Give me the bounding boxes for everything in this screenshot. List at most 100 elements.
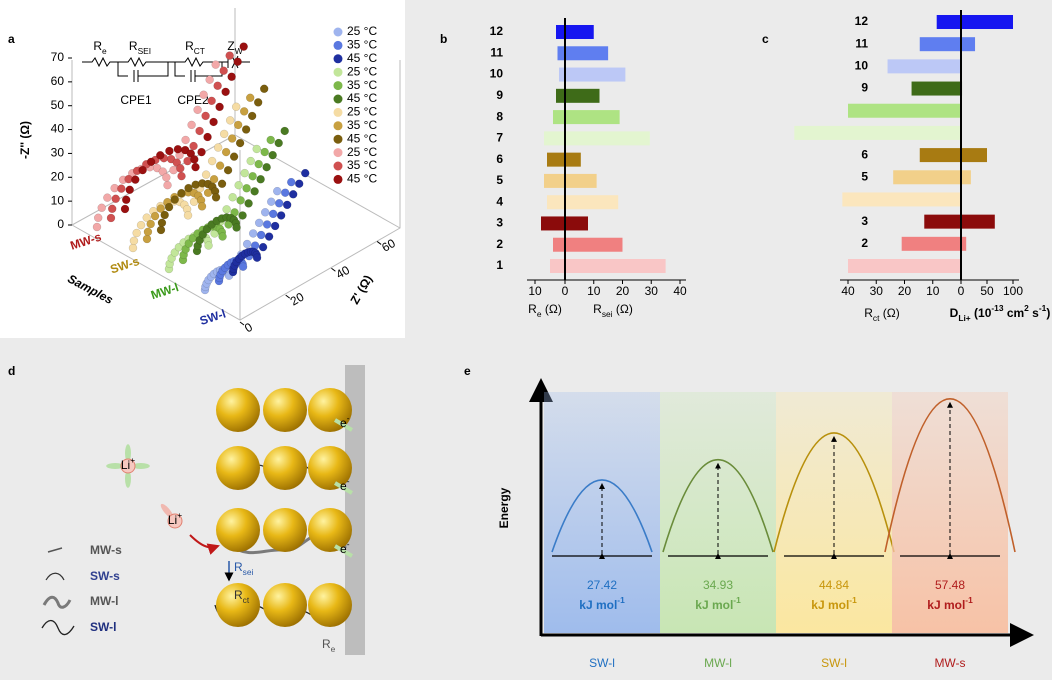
sphere-decor xyxy=(195,126,204,136)
sphere-decor xyxy=(203,132,212,142)
text-part: + xyxy=(130,455,135,465)
sphere-decor xyxy=(270,221,280,231)
y-tick-label: 6 xyxy=(496,152,503,166)
barrier-curve xyxy=(551,479,653,553)
legend-label: 35 °C xyxy=(347,158,377,172)
sphere-decor xyxy=(282,200,292,210)
z-tick-label: 50 xyxy=(51,98,65,112)
sphere-decor xyxy=(254,218,264,228)
text-part: 2 xyxy=(1024,303,1029,313)
bar xyxy=(565,173,597,188)
z-tick-label: 20 xyxy=(51,169,65,183)
sphere-decor xyxy=(97,203,106,213)
sphere-decor xyxy=(213,143,223,152)
z-tick-label: 40 xyxy=(51,122,65,136)
text-part: R xyxy=(93,39,102,53)
bar xyxy=(553,110,565,125)
bar xyxy=(544,131,565,146)
sphere-decor xyxy=(264,232,274,241)
particle xyxy=(308,583,352,627)
circuit-label: RSEI xyxy=(129,39,151,56)
text-part: Li xyxy=(168,513,177,527)
panel-a-box xyxy=(71,8,401,321)
x-axis-label: Rct (Ω) xyxy=(864,306,899,323)
x-tick-label: 40 xyxy=(334,263,353,282)
text-part: D xyxy=(950,306,959,320)
y-tick-label: 10 xyxy=(855,59,869,73)
electron-label: e- xyxy=(340,413,350,430)
barrier-curve xyxy=(884,398,1016,553)
sphere-decor xyxy=(221,147,231,157)
particle xyxy=(216,388,260,432)
bar xyxy=(556,25,565,39)
column-background xyxy=(776,392,892,633)
y-tick-label: 5 xyxy=(496,173,503,187)
ion-label: Li+ xyxy=(121,455,135,472)
text-part: + xyxy=(177,510,182,520)
sphere-decor xyxy=(240,168,249,178)
circuit-label: CPE1 xyxy=(120,93,152,107)
text-part: Li xyxy=(121,458,130,472)
sphere-decor xyxy=(93,213,103,223)
sphere-decor xyxy=(106,213,116,223)
panel-label: e xyxy=(464,364,471,378)
barrier-curve xyxy=(773,432,895,553)
text-part: sei xyxy=(243,567,254,577)
panel-label: a xyxy=(8,32,15,46)
sphere-decor xyxy=(232,223,241,232)
legend-label: 45 °C xyxy=(347,51,377,65)
value-label: 34.93 xyxy=(703,578,733,592)
bar xyxy=(559,67,565,82)
sphere-decor xyxy=(233,120,243,130)
text-part: ct xyxy=(873,313,880,323)
particle xyxy=(308,446,352,490)
sphere-decor xyxy=(288,190,298,199)
x-tick xyxy=(376,241,382,245)
sphere-decor xyxy=(276,211,286,220)
bar xyxy=(541,216,565,231)
bar xyxy=(924,214,961,229)
y-tick-label: 6 xyxy=(861,147,868,161)
z-tick-label: 60 xyxy=(51,74,65,88)
value-label: 44.84 xyxy=(819,578,849,592)
sphere-decor xyxy=(157,218,167,228)
text-part: -1 xyxy=(733,595,741,605)
particle xyxy=(216,446,260,490)
legend-swatch xyxy=(333,107,343,117)
ion xyxy=(167,513,183,529)
text-part: e xyxy=(340,542,347,556)
sphere-decor xyxy=(131,175,140,184)
legend-label: 25 °C xyxy=(347,64,377,78)
text-part: -1 xyxy=(1039,303,1047,313)
bar xyxy=(547,195,565,210)
y-tick-label: 2 xyxy=(496,237,503,251)
sphere-decor xyxy=(142,234,152,244)
bar xyxy=(557,46,565,61)
solvent xyxy=(125,444,131,463)
value-label: 57.48 xyxy=(935,578,965,592)
legend-swatch xyxy=(333,121,343,131)
legend-swatch xyxy=(333,67,343,77)
sphere-decor xyxy=(286,177,296,187)
x-axis-label: Rsei (Ω) xyxy=(593,302,633,319)
legend-label: 35 °C xyxy=(347,118,377,132)
sphere-decor xyxy=(177,171,186,181)
sphere-decor xyxy=(274,138,283,148)
sphere-decor xyxy=(236,196,245,205)
legend-swatch xyxy=(333,54,343,64)
sphere-decor xyxy=(229,152,239,161)
bar xyxy=(544,173,565,188)
legend-label: 35 °C xyxy=(347,38,377,52)
sphere-decor xyxy=(272,186,282,196)
bar xyxy=(565,152,581,167)
legend-swatch xyxy=(333,81,343,91)
sphere-decor xyxy=(248,171,257,181)
panel-label: c xyxy=(762,32,769,46)
text-part: Li+ xyxy=(958,313,970,323)
text-part: R xyxy=(234,588,243,602)
unit-label: kJ mol-1 xyxy=(927,595,973,612)
sphere-decor xyxy=(211,193,221,202)
y-tick-label: 2 xyxy=(861,236,868,250)
sphere-decor xyxy=(242,184,251,193)
text-part: e xyxy=(340,416,347,430)
